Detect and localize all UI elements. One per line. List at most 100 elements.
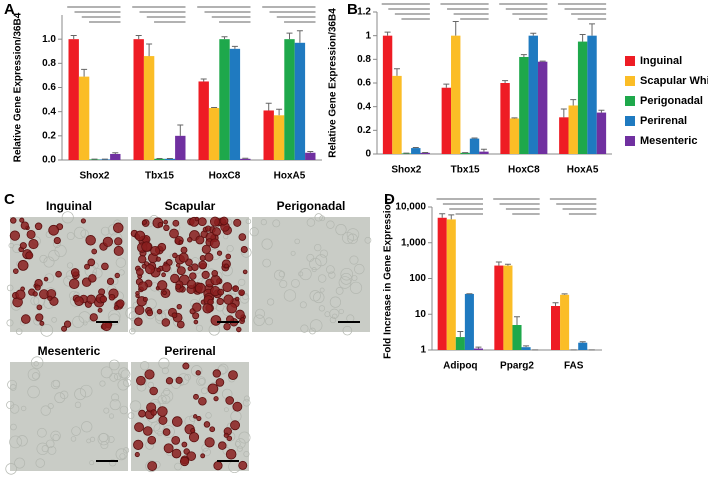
lipid-droplet (209, 216, 221, 227)
lipid-droplet (187, 266, 193, 272)
x-tick-label: HoxA5 (567, 165, 599, 176)
texture (21, 405, 27, 412)
lipid-droplet (9, 230, 21, 241)
x-tick-label: Tbx15 (451, 165, 480, 176)
lipid-droplet (222, 282, 233, 293)
lipid-droplet (188, 432, 200, 443)
lipid-droplet (205, 225, 212, 232)
lipid-droplet (20, 286, 25, 292)
bar (420, 152, 430, 154)
lipid-droplet (21, 314, 31, 324)
texture (30, 356, 44, 369)
y-tick-label: 0.2 (357, 125, 371, 136)
texture (262, 258, 272, 268)
texture (261, 238, 273, 250)
error-bar (177, 124, 184, 136)
x-tick-label: HoxC8 (508, 165, 540, 176)
texture (311, 267, 317, 273)
lipid-droplet (26, 229, 36, 239)
lipid-droplet (134, 230, 146, 242)
bar (577, 41, 588, 155)
lipid-droplet (10, 217, 17, 224)
texture (97, 433, 110, 446)
bar (560, 294, 570, 350)
texture (7, 379, 17, 390)
lipid-droplet (204, 252, 214, 262)
texture (128, 311, 139, 322)
texture (218, 363, 229, 374)
error-bar (552, 302, 559, 307)
texture (50, 430, 61, 442)
bar (587, 35, 597, 154)
error-bar (242, 157, 249, 159)
lipid-droplet (25, 251, 34, 260)
texture (335, 287, 344, 295)
lipid-droplet (144, 369, 155, 380)
lipid-droplet (97, 307, 103, 313)
texture (326, 220, 335, 229)
texture (272, 219, 281, 228)
lipid-droplet (17, 260, 29, 271)
texture (140, 361, 150, 371)
x-tick-label: Shox2 (79, 171, 109, 182)
texture (114, 372, 122, 381)
y-tick-label: 1.2 (357, 7, 371, 18)
bar (519, 56, 529, 154)
texture (43, 256, 55, 268)
texture (342, 325, 353, 336)
texture (245, 218, 252, 225)
lipid-droplet (179, 456, 190, 467)
texture (313, 291, 325, 304)
texture (349, 281, 363, 294)
y-tick-label: 10 (415, 309, 427, 320)
texture (40, 324, 54, 337)
texture (291, 278, 300, 288)
texture (306, 218, 316, 227)
micrograph-title: Perigonadal (277, 199, 346, 213)
lipid-droplet (193, 319, 199, 325)
lipid-droplet (207, 298, 214, 306)
texture (117, 379, 129, 391)
lipid-droplet (242, 269, 248, 275)
micrograph-title: Inguinal (46, 199, 92, 213)
texture (195, 324, 203, 332)
bar (133, 39, 144, 160)
bar (469, 138, 480, 154)
bar (143, 56, 155, 161)
texture (74, 401, 82, 409)
error-bar (200, 78, 207, 82)
texture (129, 400, 142, 412)
texture (253, 314, 265, 326)
texture (99, 380, 106, 387)
lipid-droplet (171, 436, 181, 445)
lipid-droplet (134, 317, 143, 327)
lipid-droplet (163, 224, 170, 232)
error-bar (504, 263, 511, 266)
texture (89, 460, 95, 466)
lipid-droplet (210, 274, 221, 286)
panel-label: A (4, 1, 15, 18)
error-bar (231, 45, 238, 49)
lipid-droplet (147, 461, 158, 471)
error-bar (448, 214, 455, 220)
lipid-droplet (106, 277, 115, 285)
bar (89, 159, 100, 160)
lipid-droplet (113, 305, 119, 311)
lipid-droplet (20, 221, 29, 230)
y-tick-label: 0.4 (357, 101, 371, 112)
bar (528, 35, 538, 154)
error-bar (579, 341, 586, 343)
legend-label: Perigonadal (640, 95, 703, 107)
micrograph-title: Perirenal (164, 344, 215, 358)
texture (324, 311, 331, 318)
lipid-droplet (156, 308, 163, 315)
texture (92, 268, 103, 279)
lipid-droplet (53, 236, 61, 245)
texture (338, 308, 344, 315)
texture (52, 379, 61, 388)
bar (99, 159, 111, 160)
lipid-droplet (202, 303, 213, 314)
error-bar (211, 106, 218, 109)
texture (205, 412, 212, 419)
lipid-droplet (43, 276, 49, 282)
